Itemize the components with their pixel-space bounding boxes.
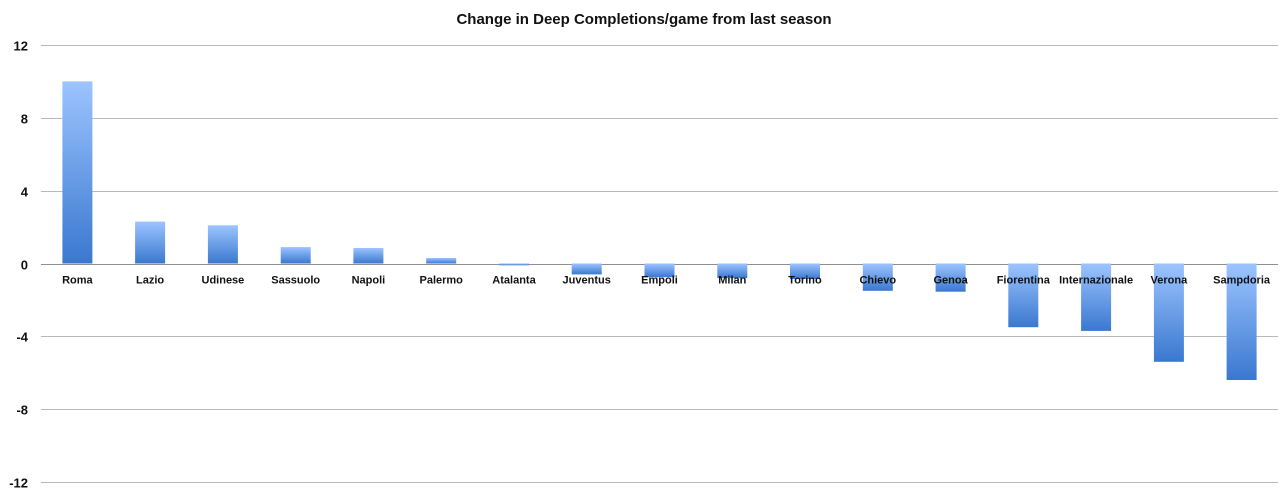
- chart-title: Change in Deep Completions/game from las…: [456, 11, 831, 28]
- category-label-atalanta: Atalanta: [492, 275, 536, 287]
- category-label-palermo: Palermo: [419, 275, 463, 287]
- bar-udinese: [207, 225, 238, 264]
- category-label-internazionale: Internazionale: [1059, 275, 1133, 287]
- y-tick-label: -4: [16, 330, 28, 345]
- category-label-napoli: Napoli: [352, 275, 386, 287]
- category-labels: Roma Lazio Udinese Sassuolo Napoli Palermo Ata…: [62, 275, 1271, 287]
- gridlines: [41, 45, 1278, 483]
- y-tick-label: -12: [9, 476, 28, 491]
- category-label-torino: Torino: [788, 275, 822, 287]
- bar-atalanta: [499, 263, 529, 266]
- bar-milan: [717, 263, 748, 279]
- bar-juventus: [571, 263, 602, 275]
- category-label-empoli: Empoli: [641, 275, 678, 287]
- bar-lazio: [135, 221, 166, 264]
- bar-roma: [62, 81, 93, 264]
- y-tick-label: 0: [21, 258, 28, 273]
- y-tick-label: 12: [14, 39, 28, 54]
- bars: [62, 81, 1257, 380]
- category-label-sampdoria: Sampdoria: [1213, 275, 1271, 287]
- bar-genoa: [935, 263, 966, 292]
- category-label-sassuolo: Sassuolo: [271, 275, 320, 287]
- bar-torino: [790, 263, 820, 279]
- category-label-juventus: Juventus: [563, 275, 611, 287]
- bar-sampdoria: [1226, 263, 1257, 380]
- bar-empoli: [644, 263, 675, 278]
- bar-verona: [1153, 263, 1184, 362]
- y-axis-ticks: 12 8 4 0 -4 -8 -12: [9, 39, 29, 491]
- bar-sassuolo: [280, 247, 311, 264]
- category-label-lazio: Lazio: [136, 275, 164, 287]
- category-label-udinese: Udinese: [202, 275, 245, 287]
- bar-chievo: [862, 263, 893, 291]
- category-label-genoa: Genoa: [933, 275, 968, 287]
- category-label-chievo: Chievo: [859, 275, 896, 287]
- bar-internazionale: [1081, 263, 1112, 331]
- bar-palermo: [426, 258, 457, 264]
- y-tick-label: 4: [21, 185, 29, 200]
- y-tick-label: -8: [16, 403, 28, 418]
- y-tick-label: 8: [21, 112, 28, 127]
- category-label-fiorentina: Fiorentina: [997, 275, 1051, 287]
- bar-napoli: [353, 248, 384, 264]
- category-label-milan: Milan: [718, 275, 746, 287]
- bar-fiorentina: [1008, 263, 1039, 328]
- category-label-verona: Verona: [1151, 275, 1189, 287]
- category-label-roma: Roma: [62, 275, 93, 287]
